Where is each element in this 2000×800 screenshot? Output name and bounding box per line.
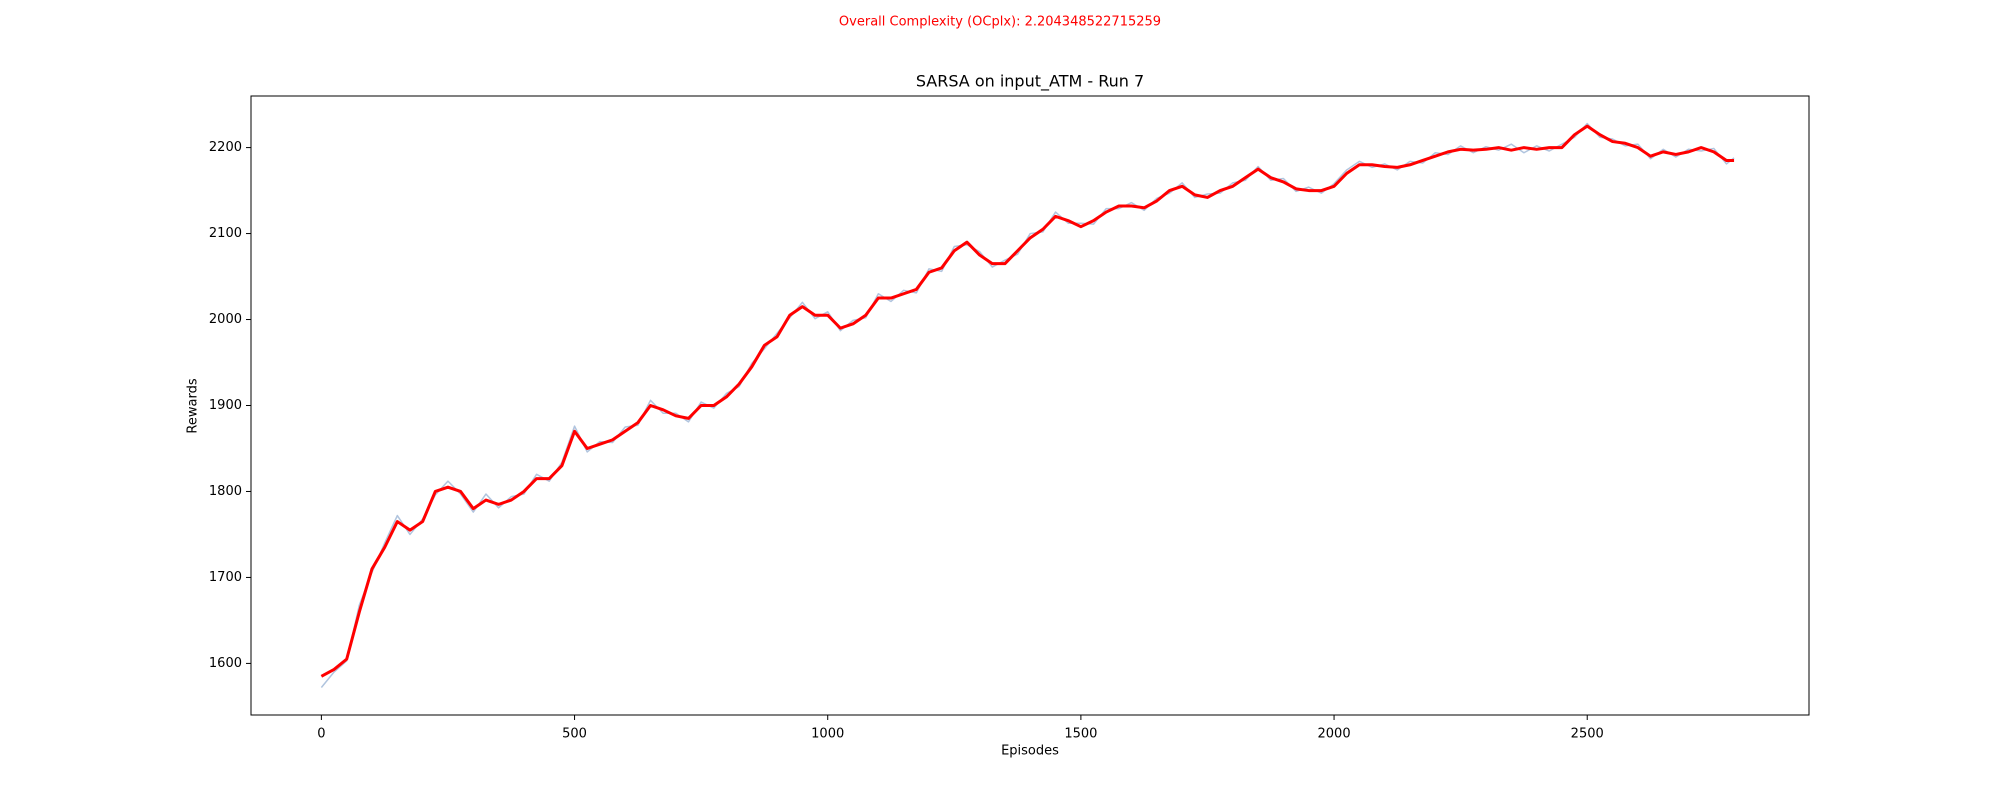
x-tick-label: 1500 [1064, 727, 1097, 742]
x-tick-label: 1000 [811, 727, 844, 742]
x-tick-label: 2000 [1318, 727, 1351, 742]
y-tick-label: 1900 [209, 398, 242, 413]
x-tick-label: 0 [317, 727, 325, 742]
suptitle: Overall Complexity (OCplx): 2.2043485227… [839, 15, 1161, 30]
y-tick-label: 1800 [209, 484, 242, 499]
y-tick-label: 2100 [209, 226, 242, 241]
y-tick-label: 2000 [209, 312, 242, 327]
x-tick-label: 2500 [1571, 727, 1604, 742]
series-line [320, 124, 1735, 678]
x-tick-label: 500 [562, 727, 587, 742]
x-axis-label: Episodes [1001, 744, 1059, 759]
y-tick-label: 1600 [209, 656, 242, 671]
series-line [320, 122, 1735, 688]
plot-frame [250, 95, 1810, 716]
chart-title: SARSA on input_ATM - Run 7 [916, 72, 1144, 92]
y-tick-label: 2200 [209, 140, 242, 155]
y-axis-label: Rewards [186, 378, 201, 433]
y-tick-label: 1700 [209, 570, 242, 585]
